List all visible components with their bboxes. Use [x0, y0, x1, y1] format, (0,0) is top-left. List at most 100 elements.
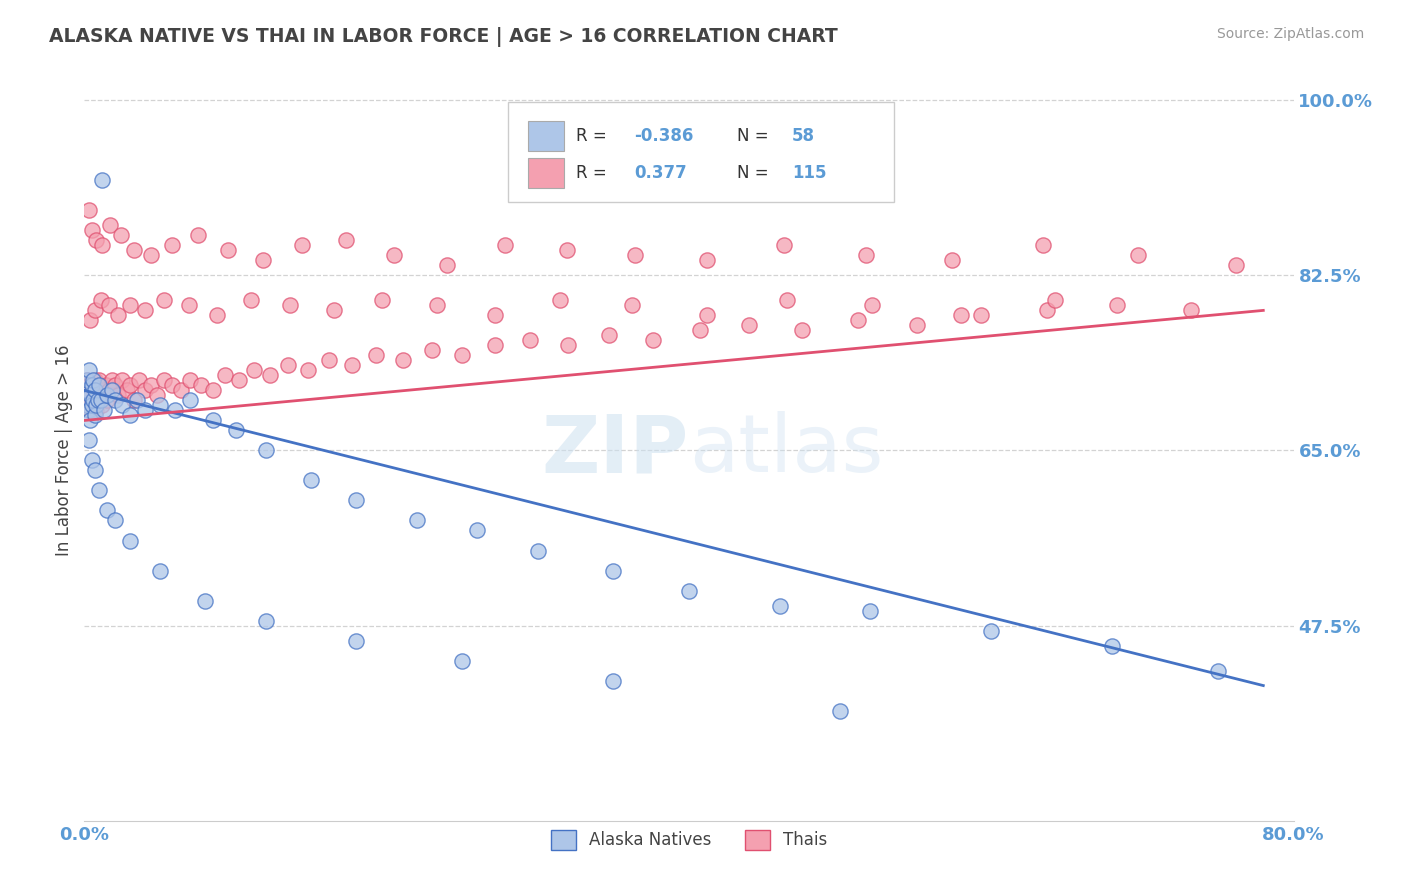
- Point: [89, 483, 111, 498]
- Point: [80, 399, 103, 413]
- Point: [77, 378, 100, 392]
- Point: [177, 298, 200, 312]
- Point: [1225, 259, 1247, 273]
- Point: [107, 388, 129, 402]
- Point: [87, 378, 110, 392]
- Point: [557, 338, 579, 352]
- Text: R =: R =: [576, 127, 613, 145]
- Point: [160, 238, 183, 252]
- Point: [139, 248, 162, 262]
- Point: [484, 309, 506, 323]
- Point: [322, 303, 344, 318]
- Point: [738, 318, 761, 333]
- Point: [75, 384, 97, 398]
- Point: [139, 378, 162, 392]
- Point: [91, 173, 114, 187]
- Point: [859, 603, 882, 617]
- Point: [84, 384, 107, 398]
- Point: [855, 248, 877, 262]
- Point: [792, 323, 814, 337]
- Point: [118, 298, 141, 312]
- Point: [179, 373, 201, 387]
- Point: [941, 253, 963, 268]
- Point: [201, 384, 224, 398]
- Point: [769, 599, 792, 613]
- Point: [80, 223, 103, 237]
- Point: [84, 373, 107, 387]
- Point: [225, 424, 247, 438]
- Point: [696, 253, 718, 268]
- Point: [89, 373, 111, 387]
- Point: [689, 323, 711, 337]
- Point: [950, 309, 973, 323]
- Bar: [529, 158, 564, 187]
- Point: [451, 348, 474, 362]
- Point: [207, 309, 229, 323]
- Point: [128, 373, 150, 387]
- Text: ZIP: ZIP: [541, 411, 689, 490]
- Point: [79, 413, 101, 427]
- Point: [160, 378, 183, 392]
- Point: [149, 564, 172, 578]
- Point: [1101, 639, 1123, 653]
- Point: [98, 219, 121, 233]
- Point: [364, 348, 387, 362]
- Text: R =: R =: [576, 164, 613, 182]
- Point: [406, 514, 429, 528]
- Point: [623, 248, 645, 262]
- Point: [97, 384, 120, 398]
- Text: Source: ZipAtlas.com: Source: ZipAtlas.com: [1216, 27, 1364, 41]
- Point: [96, 503, 118, 517]
- Point: [84, 409, 107, 423]
- Point: [76, 373, 98, 387]
- Point: [214, 368, 236, 383]
- Point: [641, 334, 664, 348]
- Y-axis label: In Labor Force | Age > 16: In Labor Force | Age > 16: [55, 344, 73, 557]
- Point: [96, 388, 118, 402]
- Point: [146, 388, 169, 402]
- Point: [830, 704, 852, 718]
- Point: [77, 399, 100, 413]
- Point: [80, 378, 103, 392]
- Point: [217, 244, 239, 258]
- Point: [118, 409, 141, 423]
- Point: [1105, 298, 1128, 312]
- Point: [90, 393, 112, 408]
- Point: [190, 378, 212, 392]
- Point: [1043, 293, 1066, 308]
- Point: [76, 373, 98, 387]
- Point: [598, 328, 620, 343]
- Point: [318, 353, 340, 368]
- Point: [519, 334, 541, 348]
- Point: [776, 293, 799, 308]
- Point: [773, 238, 796, 252]
- Point: [96, 393, 118, 408]
- Point: [115, 384, 138, 398]
- Point: [346, 493, 368, 508]
- Text: ALASKA NATIVE VS THAI IN LABOR FORCE | AGE > 16 CORRELATION CHART: ALASKA NATIVE VS THAI IN LABOR FORCE | A…: [49, 27, 838, 46]
- Point: [153, 373, 176, 387]
- Point: [94, 378, 117, 392]
- Point: [84, 303, 107, 318]
- Point: [980, 624, 1002, 638]
- Point: [86, 233, 108, 247]
- Point: [153, 293, 176, 308]
- Point: [82, 373, 104, 387]
- Point: [484, 338, 506, 352]
- Point: [127, 393, 149, 408]
- Point: [425, 298, 447, 312]
- Point: [100, 373, 122, 387]
- Point: [252, 253, 274, 268]
- Point: [76, 393, 98, 408]
- Point: [620, 298, 643, 312]
- Point: [696, 309, 718, 323]
- Point: [86, 403, 108, 417]
- Point: [678, 583, 700, 598]
- Point: [75, 384, 97, 398]
- Point: [80, 393, 103, 408]
- Point: [297, 363, 319, 377]
- Point: [122, 393, 145, 408]
- Point: [278, 298, 301, 312]
- Point: [84, 463, 107, 477]
- Point: [420, 343, 443, 358]
